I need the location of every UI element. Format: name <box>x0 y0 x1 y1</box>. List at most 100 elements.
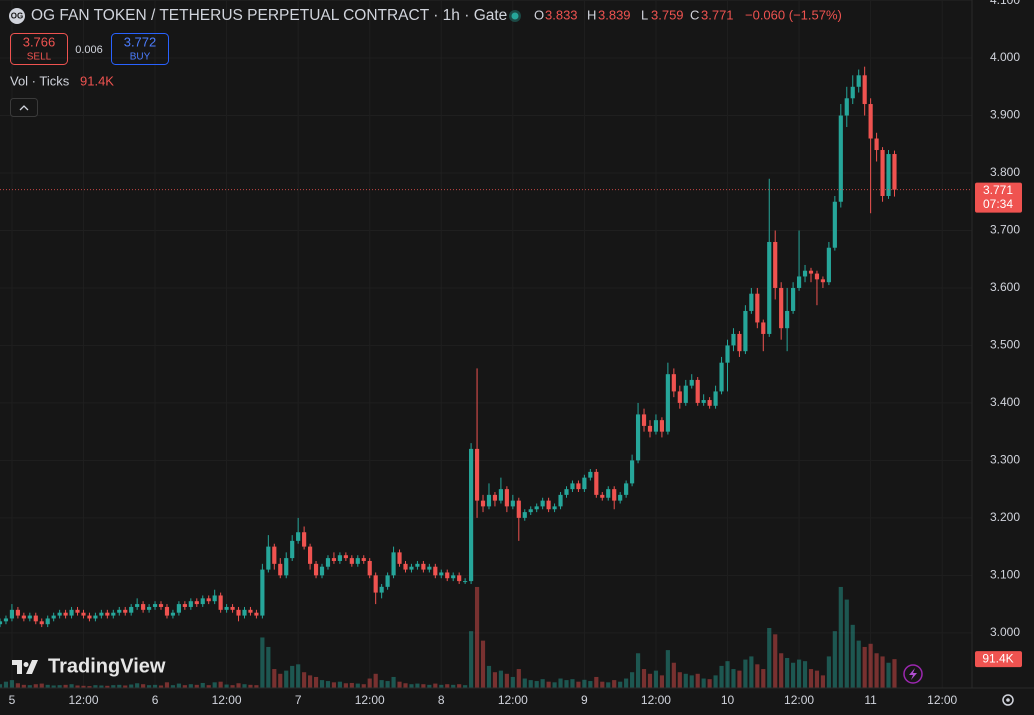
volume-bar <box>534 681 539 688</box>
volume-bar <box>445 684 450 688</box>
candle-body <box>480 500 486 507</box>
x-tick-label: 8 <box>438 693 445 707</box>
volume-bar <box>516 669 521 688</box>
volume-bar <box>463 685 468 688</box>
candle-body <box>272 546 277 564</box>
volume-bar <box>218 681 223 688</box>
volume-bar <box>361 684 366 688</box>
volume-bar <box>45 684 50 688</box>
lightning-icon <box>909 668 917 680</box>
candle-body <box>409 566 414 570</box>
settings-button[interactable] <box>1002 694 1014 706</box>
volume-bar <box>272 669 277 688</box>
volume-bar <box>576 681 581 688</box>
volume-bar <box>409 684 414 688</box>
candle-body <box>618 494 623 501</box>
volume-bar <box>600 681 605 688</box>
volume-bar <box>743 659 748 688</box>
candle-body <box>135 604 140 607</box>
candle-body <box>820 279 826 283</box>
candle-body <box>93 615 98 619</box>
volume-bar <box>57 685 62 688</box>
candle-body <box>785 310 790 329</box>
axes: 3.000 3.100 3.200 3.300 3.400 3.500 3.600 3.700… <box>9 0 1022 707</box>
candle-body <box>123 609 128 613</box>
candle-body <box>421 563 426 570</box>
candle-body <box>802 270 808 277</box>
volume-bar <box>99 685 104 688</box>
candle-body <box>141 604 146 610</box>
candle-body <box>600 494 605 498</box>
candle-body <box>385 575 390 587</box>
candle-body <box>21 615 26 619</box>
candle-body <box>641 414 647 426</box>
x-tick-label: 5 <box>9 693 16 707</box>
candle-body <box>349 558 354 564</box>
volume-bar <box>647 673 653 688</box>
volume-bar <box>773 634 778 688</box>
candle-body <box>182 604 187 607</box>
sell-price: 3.766 <box>23 34 56 49</box>
volume-bar <box>457 684 462 688</box>
last-price-label: 3.771 <box>983 183 1013 197</box>
ohlc-value: 3.839 <box>598 7 631 22</box>
candle-body <box>606 489 611 498</box>
volume-bar <box>337 681 342 688</box>
volume-value: 91.4K <box>80 73 114 88</box>
buy-button[interactable] <box>111 33 169 65</box>
candle-body <box>624 483 629 495</box>
candle-body <box>463 581 468 583</box>
candle-body <box>779 287 784 329</box>
volume-bar <box>302 672 307 688</box>
volume-bar <box>266 646 271 688</box>
volume-bar <box>874 653 879 688</box>
x-tick-label: 12:00 <box>641 693 671 707</box>
volume-pane <box>0 586 897 688</box>
candles <box>0 66 972 628</box>
volume-bar <box>63 684 68 688</box>
volume-bar <box>439 684 444 688</box>
candle-body <box>355 558 360 564</box>
ohlc-label: L <box>641 7 648 22</box>
volume-bar <box>236 683 241 688</box>
candle-body <box>469 448 474 582</box>
volume-bar <box>606 682 611 688</box>
spread: 0.006 <box>75 44 103 56</box>
candle-body <box>582 477 587 490</box>
volume-bar <box>224 684 229 688</box>
last-price-box <box>975 182 1022 213</box>
candle-body <box>504 489 509 507</box>
candle-body <box>403 563 408 570</box>
candle-body <box>659 420 665 432</box>
candle-body <box>433 566 438 576</box>
volume-bar <box>146 685 152 688</box>
volume-bar <box>385 681 390 688</box>
candle-body <box>844 98 849 116</box>
candle-body <box>814 273 820 280</box>
volume-bar <box>791 662 796 688</box>
candle-body <box>146 606 152 610</box>
candle-body <box>170 612 176 616</box>
volume-bar <box>737 670 742 688</box>
chevron-icon <box>19 105 29 111</box>
candle-body <box>15 609 20 616</box>
sell-button[interactable] <box>10 33 68 65</box>
candle-body <box>397 552 402 564</box>
volume-bar <box>528 680 533 688</box>
x-tick-label: 6 <box>152 693 159 707</box>
volume-bar <box>767 628 772 688</box>
x-tick-label: 11 <box>864 693 877 707</box>
volume-bar <box>93 685 98 688</box>
candle-body <box>343 555 348 559</box>
volume-bar <box>671 662 676 688</box>
candle-body <box>457 575 462 582</box>
x-tick-label: 9 <box>581 693 588 707</box>
candle-body <box>564 489 569 495</box>
volume-bar <box>170 685 176 688</box>
volume-bar <box>141 684 146 688</box>
chart-title: OG FAN TOKEN / TETHERUS PERPETUAL CONTRA… <box>31 7 507 24</box>
volume-bar <box>307 675 313 688</box>
candle-body <box>236 609 241 616</box>
volume-bar <box>129 684 134 688</box>
collapse-button[interactable] <box>10 98 38 117</box>
